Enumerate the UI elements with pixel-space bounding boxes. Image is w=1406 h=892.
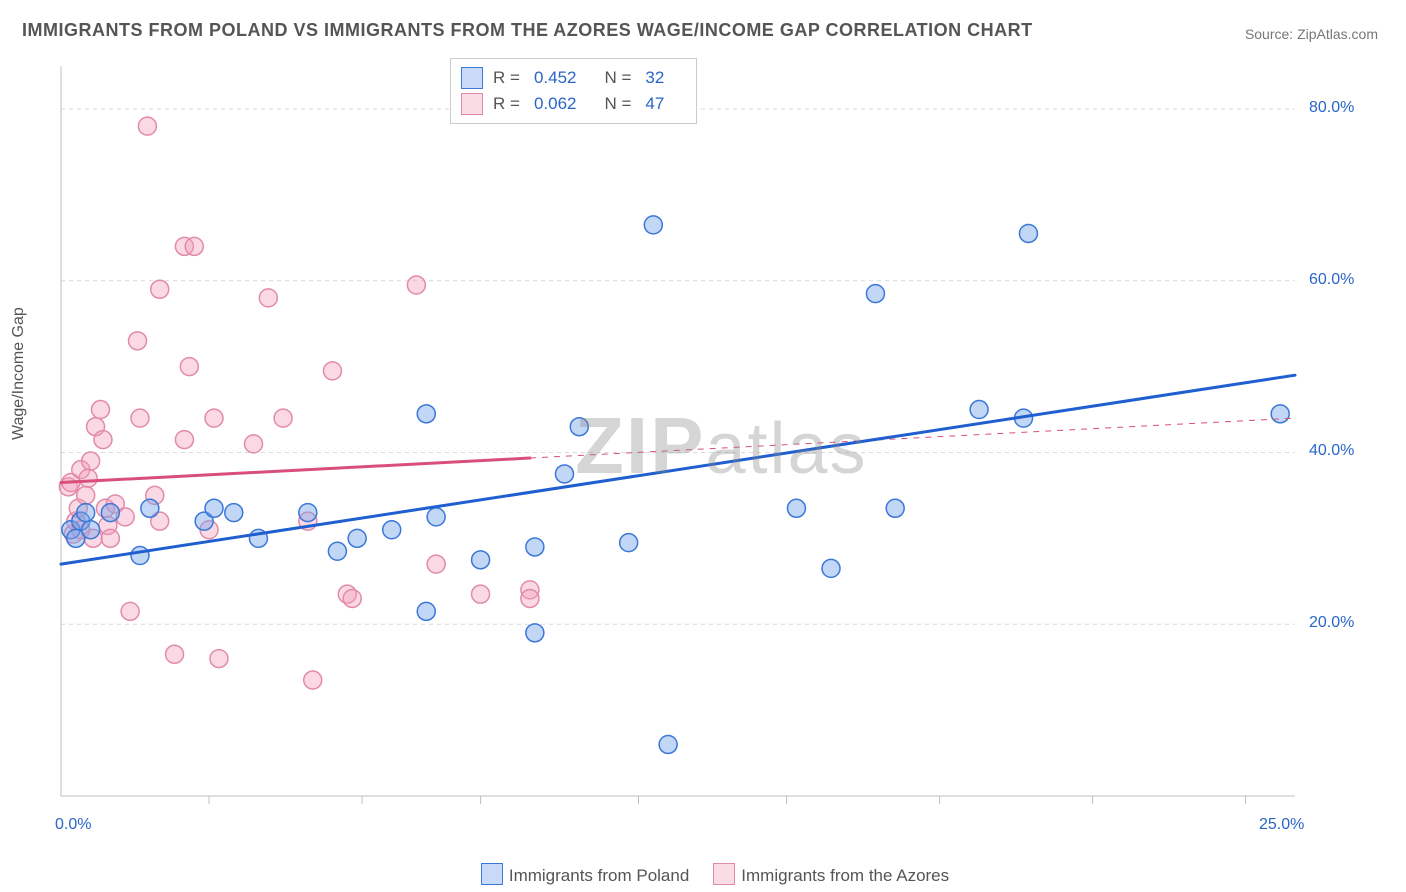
- correlation-legend: R = 0.452 N = 32 R = 0.062 N = 47: [450, 58, 697, 124]
- legend-swatch: [461, 93, 483, 115]
- legend-series-label: Immigrants from Poland: [509, 866, 689, 885]
- y-tick-label: 20.0%: [1309, 614, 1354, 632]
- r-value: 0.062: [534, 91, 577, 117]
- n-value: 32: [645, 65, 664, 91]
- y-tick-label: 80.0%: [1309, 99, 1354, 117]
- n-value: 47: [645, 91, 664, 117]
- legend-series-label: Immigrants from the Azores: [741, 866, 949, 885]
- x-tick-label: 0.0%: [55, 816, 91, 834]
- legend-swatch: [461, 67, 483, 89]
- y-tick-label: 40.0%: [1309, 442, 1354, 460]
- x-tick-label: 25.0%: [1259, 816, 1304, 834]
- legend-stat-row: R = 0.062 N = 47: [461, 91, 682, 117]
- n-label: N =: [604, 65, 631, 91]
- legend-swatch: [713, 863, 735, 885]
- series-legend: Immigrants from Poland Immigrants from th…: [0, 863, 1406, 886]
- y-tick-label: 60.0%: [1309, 271, 1354, 289]
- legend-swatch: [481, 863, 503, 885]
- n-label: N =: [604, 91, 631, 117]
- r-value: 0.452: [534, 65, 577, 91]
- scatter-chart: ZIPatlas 20.0%40.0%60.0%80.0%0.0%25.0%: [55, 60, 1375, 820]
- y-axis-label: Wage/Income Gap: [10, 307, 28, 440]
- chart-title: IMMIGRANTS FROM POLAND VS IMMIGRANTS FRO…: [22, 20, 1033, 41]
- source-attribution: Source: ZipAtlas.com: [1245, 26, 1378, 42]
- r-label: R =: [493, 65, 520, 91]
- chart-svg: [55, 60, 1375, 820]
- legend-stat-row: R = 0.452 N = 32: [461, 65, 682, 91]
- r-label: R =: [493, 91, 520, 117]
